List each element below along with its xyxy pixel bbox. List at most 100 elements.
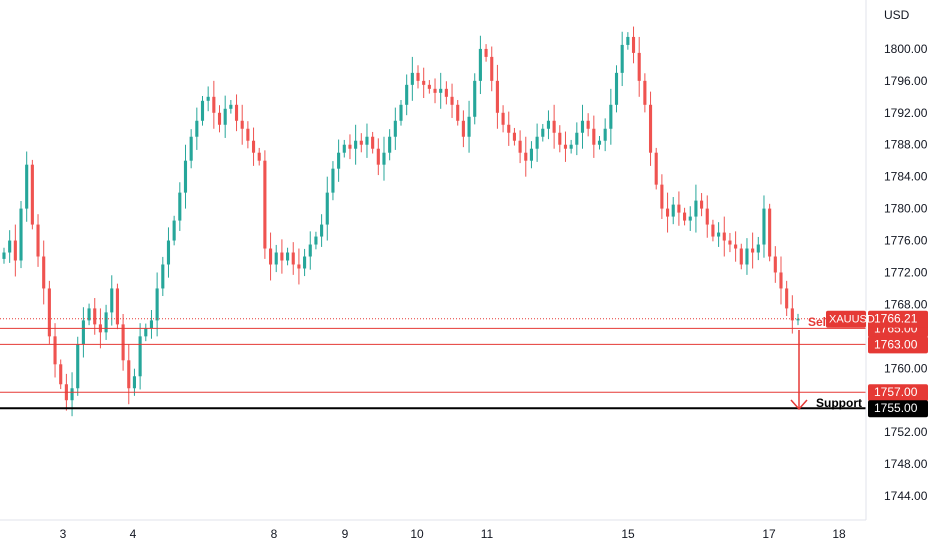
candle xyxy=(677,191,681,226)
candle xyxy=(405,74,409,116)
candle-body xyxy=(297,264,301,269)
x-tick-label: 3 xyxy=(60,527,67,541)
candle xyxy=(331,161,335,201)
support-annotation: Support xyxy=(816,396,862,410)
candle-body xyxy=(558,132,562,145)
candle-body xyxy=(603,128,607,141)
candle xyxy=(490,46,494,92)
candle-body xyxy=(115,288,119,325)
level-price-tag-text: 1763.00 xyxy=(874,337,918,351)
candle xyxy=(297,248,301,285)
candle-body xyxy=(563,144,568,149)
candle-body xyxy=(25,164,29,209)
y-tick-label: 1800.00 xyxy=(884,42,928,56)
candle-body xyxy=(444,88,448,97)
candle-body xyxy=(348,144,352,149)
candle-body xyxy=(325,192,329,225)
candle-body xyxy=(427,84,431,89)
last-price-tag-bg xyxy=(868,310,928,328)
candle xyxy=(36,214,40,267)
candle-body xyxy=(127,360,131,389)
candle-body xyxy=(388,136,392,153)
candle xyxy=(144,323,148,342)
candle xyxy=(30,159,34,230)
candle xyxy=(70,372,74,417)
level-price-tag-text: 1757.00 xyxy=(874,385,918,399)
candle xyxy=(212,80,216,129)
level-price-tag-bg xyxy=(868,336,928,354)
candle xyxy=(631,26,636,64)
candle xyxy=(728,232,732,253)
candle xyxy=(354,124,358,165)
candle-body xyxy=(643,80,647,105)
candle xyxy=(365,123,369,158)
candle-body xyxy=(779,272,783,289)
candle-body xyxy=(132,376,137,389)
candle-body xyxy=(694,200,698,217)
candle xyxy=(751,232,755,269)
candle xyxy=(161,256,165,297)
candle-body xyxy=(512,132,516,141)
candle-body xyxy=(796,318,800,321)
candle-body xyxy=(263,160,267,249)
candle xyxy=(473,73,477,125)
candle-body xyxy=(711,224,715,237)
x-tick-label: 18 xyxy=(832,527,846,541)
candle-body xyxy=(580,120,585,133)
candle xyxy=(223,95,227,138)
candle-body xyxy=(654,152,658,185)
candle-body xyxy=(762,208,766,245)
candle xyxy=(773,246,777,283)
candle-body xyxy=(614,72,619,105)
candle xyxy=(257,147,261,166)
support-price-tag-bg xyxy=(868,400,928,418)
candle-body xyxy=(87,308,91,321)
y-tick-label: 1752.00 xyxy=(884,425,928,439)
candle xyxy=(756,236,760,261)
x-tick-label: 8 xyxy=(271,527,278,541)
candle xyxy=(183,144,188,209)
price-axis[interactable]: 1744.00 1748.00 1752.00 1760.00 1768.00 1772.… xyxy=(884,42,928,503)
candle-body xyxy=(597,140,602,145)
candle xyxy=(745,238,749,275)
candle-body xyxy=(291,252,295,265)
candle xyxy=(376,138,380,176)
candle-body xyxy=(30,164,34,225)
candle-body xyxy=(376,148,380,165)
candle-body xyxy=(149,320,154,329)
candle-body xyxy=(36,224,40,257)
candle-body xyxy=(371,136,375,149)
candle xyxy=(603,118,607,152)
y-tick-label: 1780.00 xyxy=(884,202,928,216)
candle-body xyxy=(648,104,653,153)
candle xyxy=(8,230,12,263)
x-tick-label: 17 xyxy=(762,527,776,541)
candle-body xyxy=(19,208,23,261)
candle xyxy=(399,100,403,126)
candle-body xyxy=(110,288,114,313)
candle-body xyxy=(144,328,148,337)
time-axis[interactable]: 3 4 8 9 10 11 15 17 18 xyxy=(60,527,846,541)
candle xyxy=(19,201,23,269)
candle xyxy=(81,307,85,358)
candle xyxy=(393,107,397,150)
candle xyxy=(371,131,375,154)
level-price-tag-bg xyxy=(868,384,928,402)
candle xyxy=(722,216,726,257)
candle xyxy=(700,193,704,217)
candle-body xyxy=(773,256,777,273)
candle xyxy=(484,44,488,62)
candle xyxy=(665,192,670,233)
candle-body xyxy=(518,140,522,153)
candle xyxy=(592,115,596,158)
candle-body xyxy=(195,120,199,137)
y-tick-label: 1796.00 xyxy=(884,74,928,88)
candle xyxy=(507,111,511,146)
candle xyxy=(444,81,448,105)
last-price-tag-text: 1766.21 xyxy=(874,312,918,326)
candle xyxy=(47,280,51,344)
candle xyxy=(178,182,182,231)
candle-body xyxy=(178,192,182,221)
candle-body xyxy=(478,48,482,81)
